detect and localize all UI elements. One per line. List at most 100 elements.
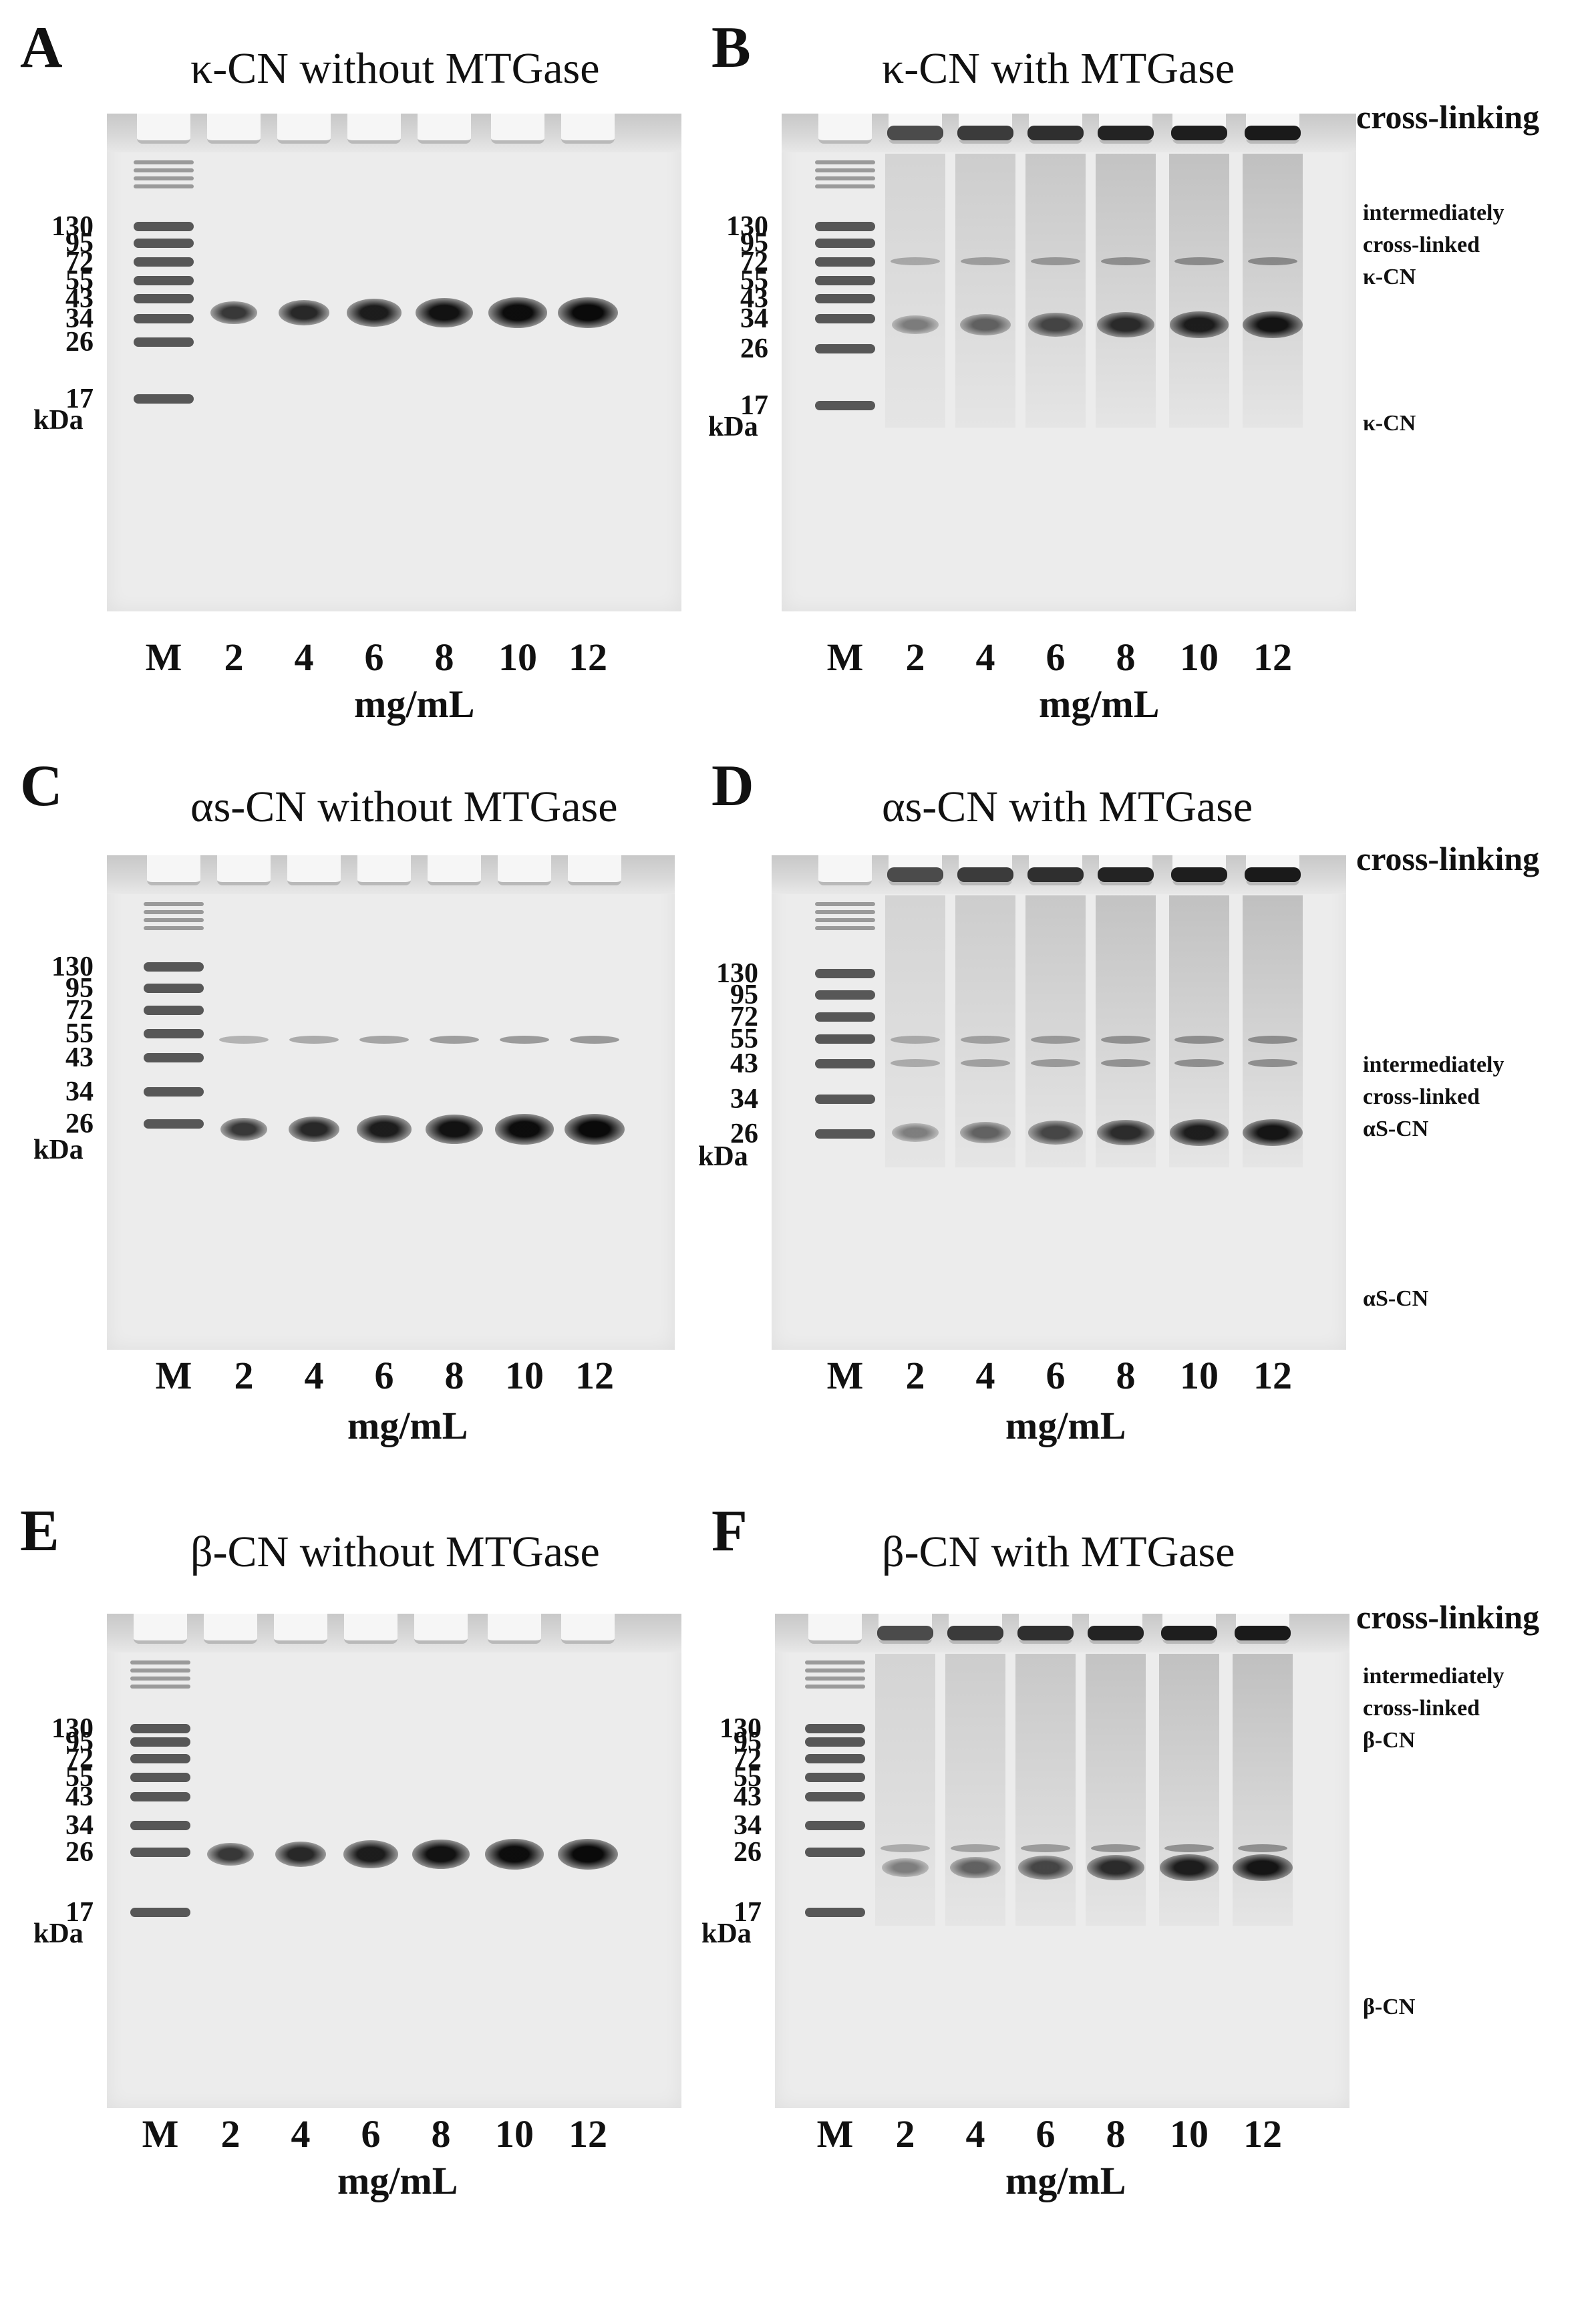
marker-ladder-line bbox=[815, 926, 875, 930]
faint-band bbox=[359, 1036, 409, 1044]
lane-smear bbox=[1025, 154, 1086, 428]
protein-band bbox=[1159, 1854, 1219, 1881]
gel-well bbox=[818, 855, 872, 885]
marker-band bbox=[134, 239, 194, 248]
mw-label: 34 bbox=[65, 1810, 94, 1841]
gel-lane bbox=[558, 114, 618, 611]
cross-linking-label: cross-linking bbox=[1356, 1598, 1540, 1636]
mw-label: 43 bbox=[730, 1048, 758, 1079]
gel-well bbox=[277, 114, 331, 144]
kda-label: kDa bbox=[33, 1135, 84, 1165]
marker-ladder-line bbox=[815, 918, 875, 922]
marker-band bbox=[815, 314, 875, 323]
marker-band bbox=[815, 344, 875, 353]
mw-label: 34 bbox=[740, 303, 768, 334]
unit-label: mg/mL bbox=[337, 2159, 458, 2202]
marker-band bbox=[805, 1848, 865, 1857]
lane-label: 6 bbox=[1036, 2112, 1056, 2156]
gel-well bbox=[347, 114, 401, 144]
gel-lane bbox=[488, 114, 548, 611]
mw-label: 43 bbox=[65, 283, 94, 314]
faint-band bbox=[1248, 1036, 1297, 1044]
mw-label: 26 bbox=[65, 1837, 94, 1868]
gel-well bbox=[498, 855, 551, 885]
annotation-line: intermediately bbox=[1363, 200, 1504, 225]
gel-well bbox=[818, 114, 872, 144]
lane-label: 4 bbox=[975, 635, 995, 679]
lane-label: 8 bbox=[444, 1354, 464, 1397]
gel-lane bbox=[354, 855, 414, 1350]
marker-band bbox=[134, 394, 194, 404]
lane-label: 6 bbox=[364, 635, 384, 679]
protein-band bbox=[488, 297, 548, 328]
gel-well bbox=[491, 114, 544, 144]
protein-band bbox=[1169, 311, 1229, 338]
lane-label: 4 bbox=[291, 2112, 311, 2156]
cross-linked-band bbox=[887, 867, 943, 882]
lane-label: 10 bbox=[1180, 1354, 1219, 1397]
gel-well bbox=[287, 855, 341, 885]
protein-band bbox=[949, 1856, 1001, 1879]
cross-linked-band bbox=[1161, 1626, 1217, 1640]
panel-title: αs-CN with MTGase bbox=[882, 782, 1253, 831]
marker-band bbox=[144, 1119, 204, 1129]
marker-ladder-line bbox=[134, 176, 194, 180]
band-label: κ-CN bbox=[1363, 411, 1416, 436]
protein-band bbox=[959, 1121, 1011, 1144]
marker-band bbox=[144, 984, 204, 993]
mw-label: 17 bbox=[65, 1897, 94, 1928]
marker-band bbox=[130, 1908, 190, 1917]
gel-lane bbox=[945, 1614, 1005, 2108]
marker-ladder-line bbox=[815, 902, 875, 906]
gel-lane bbox=[494, 855, 554, 1350]
lane-label: 10 bbox=[1170, 2112, 1209, 2156]
faint-band bbox=[500, 1036, 549, 1044]
cross-linked-band bbox=[1235, 1626, 1291, 1640]
mw-label: 43 bbox=[65, 1781, 94, 1812]
mw-label: 72 bbox=[65, 995, 94, 1026]
protein-band bbox=[1028, 313, 1083, 337]
mw-label: 72 bbox=[734, 1743, 762, 1774]
cross-linked-band bbox=[957, 126, 1013, 140]
panel-letter: A bbox=[20, 15, 63, 80]
gel-lane bbox=[411, 1614, 471, 2108]
faint-band bbox=[1101, 257, 1150, 265]
cross-linked-band bbox=[1027, 867, 1084, 882]
marker-ladder-line bbox=[144, 910, 204, 914]
unit-label: mg/mL bbox=[354, 682, 475, 726]
gel-lane bbox=[1025, 855, 1086, 1350]
lane-smear bbox=[1233, 1654, 1293, 1926]
mw-label: 43 bbox=[740, 283, 768, 314]
lane-label: 2 bbox=[895, 2112, 915, 2156]
mw-label: 17 bbox=[740, 390, 768, 421]
gel-lane bbox=[1243, 114, 1303, 611]
marker-band bbox=[805, 1724, 865, 1733]
gel-lane bbox=[274, 114, 334, 611]
faint-band bbox=[1021, 1844, 1070, 1852]
faint-band bbox=[1091, 1844, 1140, 1852]
gel-lane bbox=[1025, 114, 1086, 611]
gel-well bbox=[217, 855, 271, 885]
cross-linked-band bbox=[1171, 126, 1227, 140]
panel-title: αs-CN without MTGase bbox=[190, 782, 618, 831]
annotation-line: β-CN bbox=[1363, 1728, 1416, 1753]
marker-ladder-line bbox=[815, 168, 875, 172]
marker-band bbox=[134, 314, 194, 323]
marker-ladder-line bbox=[134, 184, 194, 188]
marker-band bbox=[805, 1908, 865, 1917]
cross-linking-label: cross-linking bbox=[1356, 98, 1540, 136]
lane-label: 6 bbox=[361, 2112, 381, 2156]
panel-title: κ-CN without MTGase bbox=[190, 44, 600, 93]
lane-label: 6 bbox=[1046, 635, 1066, 679]
lane-smear bbox=[875, 1654, 935, 1926]
lane-label: 8 bbox=[1116, 1354, 1136, 1397]
gel-lane bbox=[144, 855, 204, 1350]
protein-band bbox=[1233, 1854, 1293, 1881]
faint-band bbox=[1248, 257, 1297, 265]
lane-smear bbox=[1169, 154, 1229, 428]
faint-band bbox=[891, 257, 940, 265]
cross-linked-band bbox=[1098, 126, 1154, 140]
faint-band bbox=[961, 257, 1010, 265]
